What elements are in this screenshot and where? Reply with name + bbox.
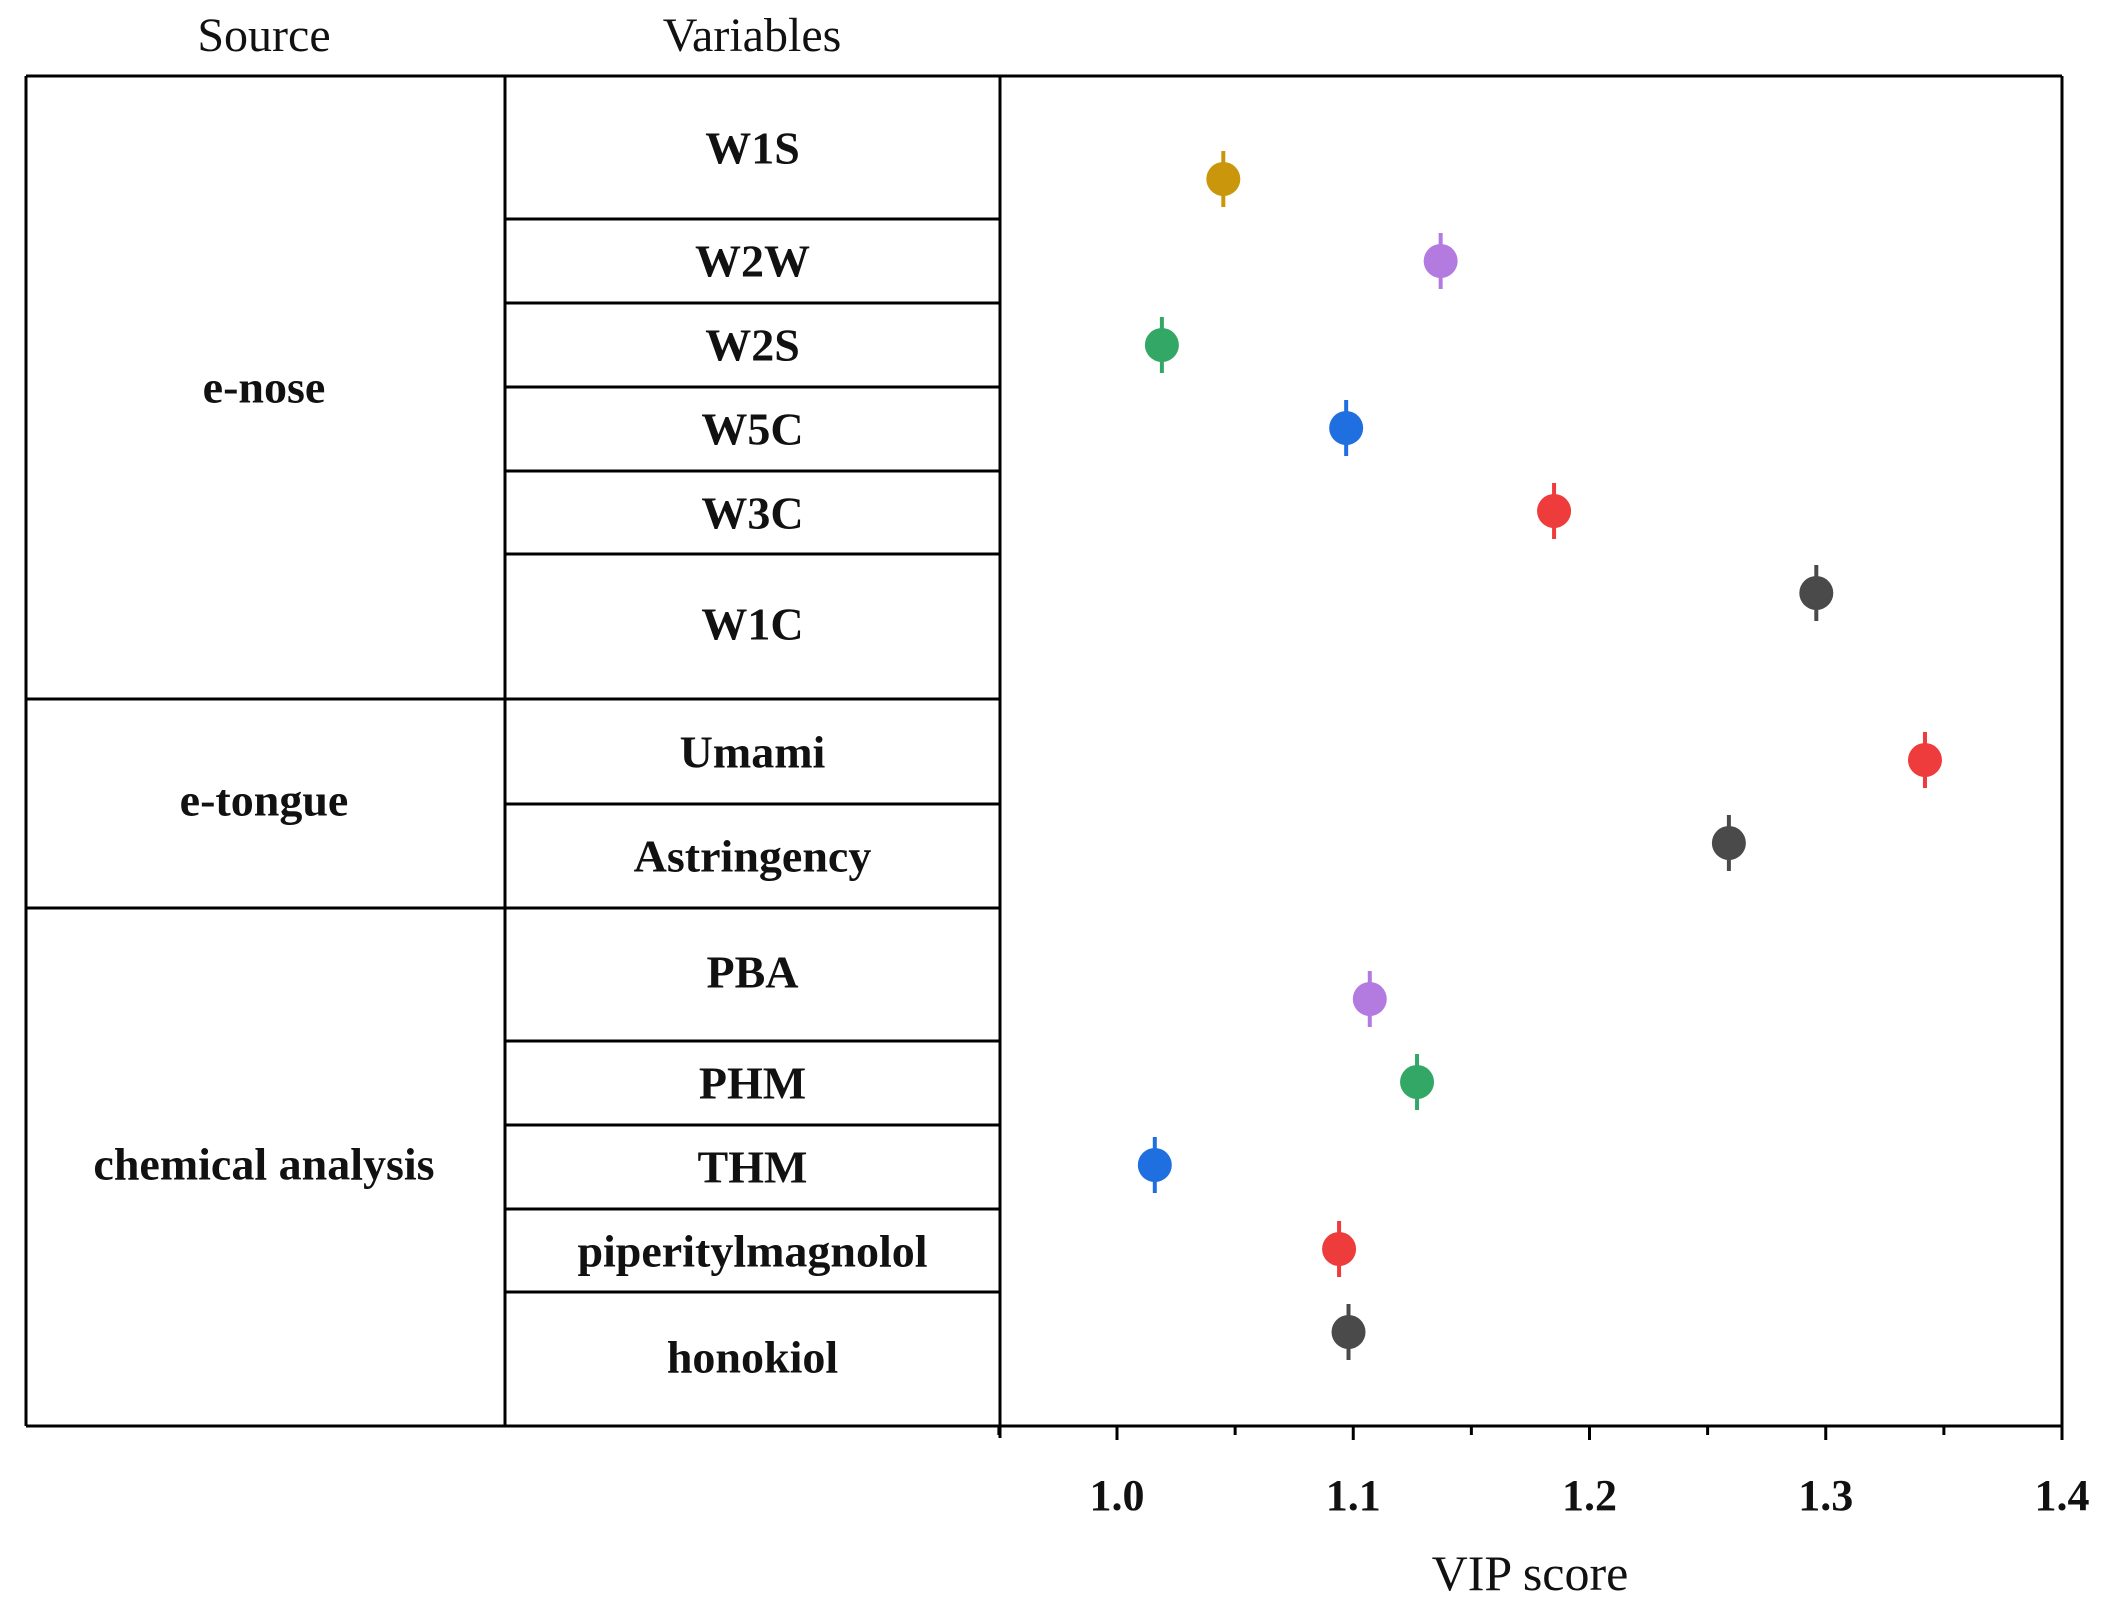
variable-label: W2S	[705, 319, 800, 371]
data-point	[1329, 411, 1364, 445]
x-axis-title: VIP score	[1431, 1545, 1629, 1601]
source-header: Source	[197, 9, 331, 62]
data-point	[1799, 576, 1834, 610]
variable-label: W1S	[705, 122, 800, 174]
variable-label: piperitylmagnolol	[577, 1225, 928, 1276]
data-point	[1711, 826, 1746, 860]
data-point	[1537, 494, 1572, 528]
x-tick-label: 1.3	[1798, 1471, 1854, 1520]
variable-label: PHM	[698, 1057, 807, 1109]
data-point	[1352, 982, 1387, 1016]
x-tick-label: 1.2	[1562, 1471, 1617, 1520]
variable-label: W5C	[701, 403, 804, 455]
data-point	[1423, 244, 1458, 278]
variable-label: THM	[697, 1141, 808, 1193]
x-tick-label: 1.0	[1089, 1471, 1145, 1520]
data-point	[1322, 1232, 1357, 1266]
x-tick-label: 1.4	[2034, 1471, 2090, 1520]
variable-label: Astringency	[633, 830, 872, 882]
variable-label: W1C	[701, 598, 804, 650]
variable-label: honokiol	[666, 1331, 839, 1383]
source-label-e-tongue: e-tongue	[179, 774, 349, 826]
source-label-chemical-analysis: chemical analysis	[93, 1138, 435, 1190]
data-point	[1206, 162, 1241, 196]
variable-label: PBA	[706, 946, 799, 998]
data-point	[1331, 1315, 1366, 1349]
data-point	[1907, 743, 1942, 777]
variable-label: Umami	[679, 726, 826, 777]
data-point	[1144, 328, 1179, 362]
data-point	[1400, 1065, 1435, 1099]
data-point	[1137, 1148, 1172, 1182]
variable-label: W3C	[701, 487, 804, 538]
x-tick-label: 1.1	[1325, 1471, 1381, 1520]
variable-label: W2W	[695, 235, 810, 287]
variables-header: Variables	[662, 9, 842, 62]
source-label-e-nose: e-nose	[202, 361, 326, 413]
